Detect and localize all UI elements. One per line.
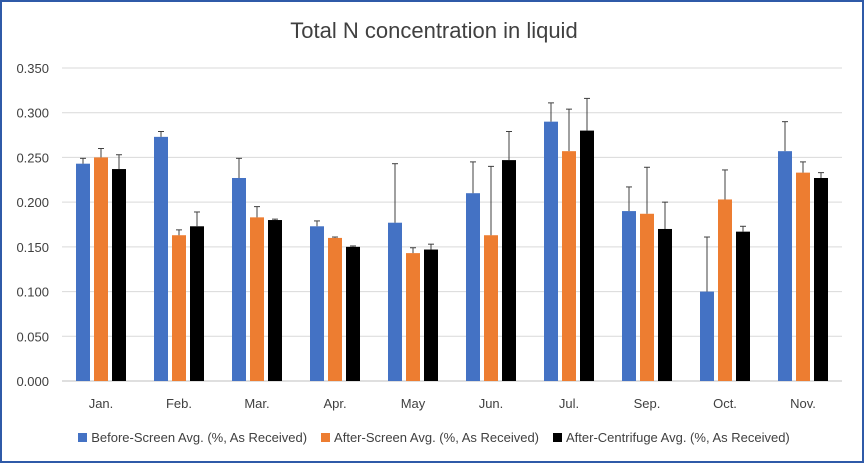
x-tick-label: May	[401, 396, 426, 411]
bar	[466, 193, 480, 381]
bar	[484, 235, 498, 381]
legend-swatch	[78, 433, 88, 442]
x-tick-label: Jan.	[89, 396, 114, 411]
y-tick-label: 0.350	[16, 61, 49, 76]
legend-label: After-Screen Avg. (%, As Received)	[334, 430, 540, 445]
x-tick-label: Jul.	[559, 396, 579, 411]
legend-swatch	[321, 433, 331, 442]
y-tick-label: 0.250	[16, 150, 49, 165]
bar	[736, 231, 750, 381]
bar	[796, 172, 810, 381]
bar	[640, 213, 654, 381]
chart-title: Total N concentration in liquid	[290, 18, 578, 43]
bar	[346, 246, 360, 381]
legend-item: After-Centrifuge Avg. (%, As Received)	[553, 430, 790, 445]
y-tick-label: 0.100	[16, 285, 49, 300]
bar	[250, 217, 264, 381]
legend-item: Before-Screen Avg. (%, As Received)	[78, 430, 307, 445]
bar	[76, 163, 90, 381]
x-tick-label: Sep.	[634, 396, 661, 411]
bar	[502, 160, 516, 381]
x-tick-label: Nov.	[790, 396, 816, 411]
bar	[94, 157, 108, 381]
bar	[406, 253, 420, 381]
bar	[112, 169, 126, 381]
bar	[562, 151, 576, 381]
bar	[424, 249, 438, 381]
bar	[310, 226, 324, 381]
bar	[700, 291, 714, 381]
bar	[658, 228, 672, 381]
y-tick-label: 0.300	[16, 106, 49, 121]
bar	[814, 177, 828, 381]
legend-label: After-Centrifuge Avg. (%, As Received)	[566, 430, 790, 445]
bar	[544, 121, 558, 382]
y-tick-label: 0.000	[16, 374, 49, 389]
bar	[622, 211, 636, 381]
bar	[580, 130, 594, 381]
y-tick-label: 0.050	[16, 329, 49, 344]
bar	[268, 220, 282, 381]
x-tick-label: Mar.	[244, 396, 269, 411]
x-tick-label: Apr.	[323, 396, 346, 411]
x-tick-label: Feb.	[166, 396, 192, 411]
bar	[190, 226, 204, 381]
bar	[172, 235, 186, 381]
bar	[778, 151, 792, 381]
bar	[232, 177, 246, 381]
y-tick-label: 0.200	[16, 195, 49, 210]
x-tick-label: Jun.	[479, 396, 504, 411]
bar	[388, 222, 402, 381]
legend-label: Before-Screen Avg. (%, As Received)	[91, 430, 308, 445]
legend-item: After-Screen Avg. (%, As Received)	[321, 430, 539, 445]
bar	[328, 237, 342, 381]
x-tick-label: Oct.	[713, 396, 737, 411]
y-tick-label: 0.150	[16, 240, 49, 255]
bar	[154, 136, 168, 381]
bar	[718, 199, 732, 381]
legend: Before-Screen Avg. (%, As Received) After…	[2, 430, 864, 445]
legend-swatch	[553, 433, 563, 442]
